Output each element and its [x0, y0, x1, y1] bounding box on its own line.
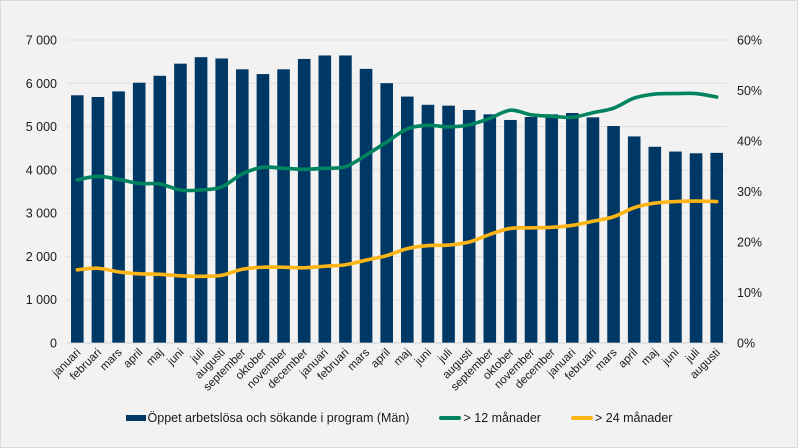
- bar: [586, 116, 600, 344]
- bar: [173, 63, 188, 344]
- bar: [132, 82, 147, 344]
- bar: [297, 58, 312, 344]
- y-tick-label: 5 000: [26, 120, 57, 134]
- legend-label-24m: > 24 månader: [594, 411, 673, 425]
- bar: [152, 75, 167, 344]
- y-tick-label: 7 000: [26, 34, 57, 48]
- y-tick-label: 4 000: [26, 163, 57, 177]
- bar: [441, 105, 456, 344]
- legend-swatch-24m: [570, 416, 593, 420]
- x-tick-label: juni: [660, 347, 682, 369]
- bar: [111, 90, 126, 344]
- legend-swatch-12m: [439, 416, 462, 420]
- y2-tick-label: 20%: [737, 236, 762, 250]
- y2-tick-label: 0%: [737, 337, 755, 351]
- bar: [338, 54, 353, 344]
- legend-label-12m: > 12 månader: [463, 411, 541, 425]
- line-24-manader: [75, 199, 719, 279]
- right-axis-ticks: 0% 10% 20% 30% 40% 50% 60%: [737, 34, 762, 351]
- bar: [647, 146, 662, 344]
- legend-label-total: Öppet arbetslösa och sökande i program (…: [147, 411, 410, 425]
- bar: [709, 152, 724, 344]
- x-tick-label: maj: [144, 347, 166, 369]
- y-tick-label: 0: [50, 337, 57, 351]
- bar: [359, 68, 373, 344]
- y2-tick-label: 30%: [737, 185, 762, 199]
- bar: [214, 57, 229, 344]
- legend: Öppet arbetslösa och sökande i program (…: [0, 411, 798, 425]
- bar: [606, 125, 621, 344]
- bar: [256, 73, 270, 344]
- y-tick-label: 1 000: [26, 293, 57, 307]
- bar: [379, 82, 394, 344]
- bar: [70, 94, 85, 344]
- y-tick-label: 3 000: [26, 207, 57, 221]
- bar: [482, 113, 497, 344]
- bar: [524, 116, 538, 344]
- bar: [689, 152, 703, 344]
- x-tick-label: maj: [392, 347, 414, 369]
- bar: [565, 112, 580, 344]
- legend-item-24m: > 24 månader: [570, 411, 673, 425]
- bar: [400, 95, 415, 344]
- left-axis-ticks: 0 1 000 2 000 3 000 4 000 5 000 6 000 7 000: [26, 34, 57, 351]
- x-tick-label: mars: [98, 346, 125, 373]
- bar: [91, 96, 105, 344]
- legend-item-total: Öppet arbetslösa och sökande i program (…: [125, 411, 410, 425]
- y2-tick-label: 60%: [737, 34, 762, 48]
- x-tick-label: april: [616, 347, 640, 371]
- bar: [668, 150, 683, 344]
- bar: [503, 119, 518, 344]
- legend-item-12m: > 12 månader: [439, 411, 541, 425]
- line-series: [75, 91, 719, 279]
- bar: [627, 135, 642, 344]
- y2-tick-label: 50%: [737, 84, 762, 98]
- bar: [317, 54, 332, 344]
- x-tick-label: april: [369, 347, 393, 371]
- y-tick-label: 2 000: [26, 250, 57, 264]
- x-tick-label: juni: [412, 347, 434, 369]
- bar: [235, 68, 250, 344]
- x-tick-label: juni: [165, 347, 187, 369]
- y-tick-label: 6 000: [26, 77, 57, 91]
- bar: [194, 56, 208, 344]
- bar: [276, 68, 291, 344]
- x-tick-label: maj: [639, 347, 661, 369]
- line-12-manader: [75, 91, 719, 193]
- y2-tick-label: 40%: [737, 135, 762, 149]
- x-tick-label: april: [121, 347, 145, 371]
- bar: [421, 104, 435, 344]
- y2-tick-label: 10%: [737, 286, 762, 300]
- bar: [462, 109, 477, 344]
- legend-swatch-total: [125, 415, 146, 421]
- x-tick-label: mars: [593, 346, 620, 373]
- x-tick-label: mars: [346, 346, 373, 373]
